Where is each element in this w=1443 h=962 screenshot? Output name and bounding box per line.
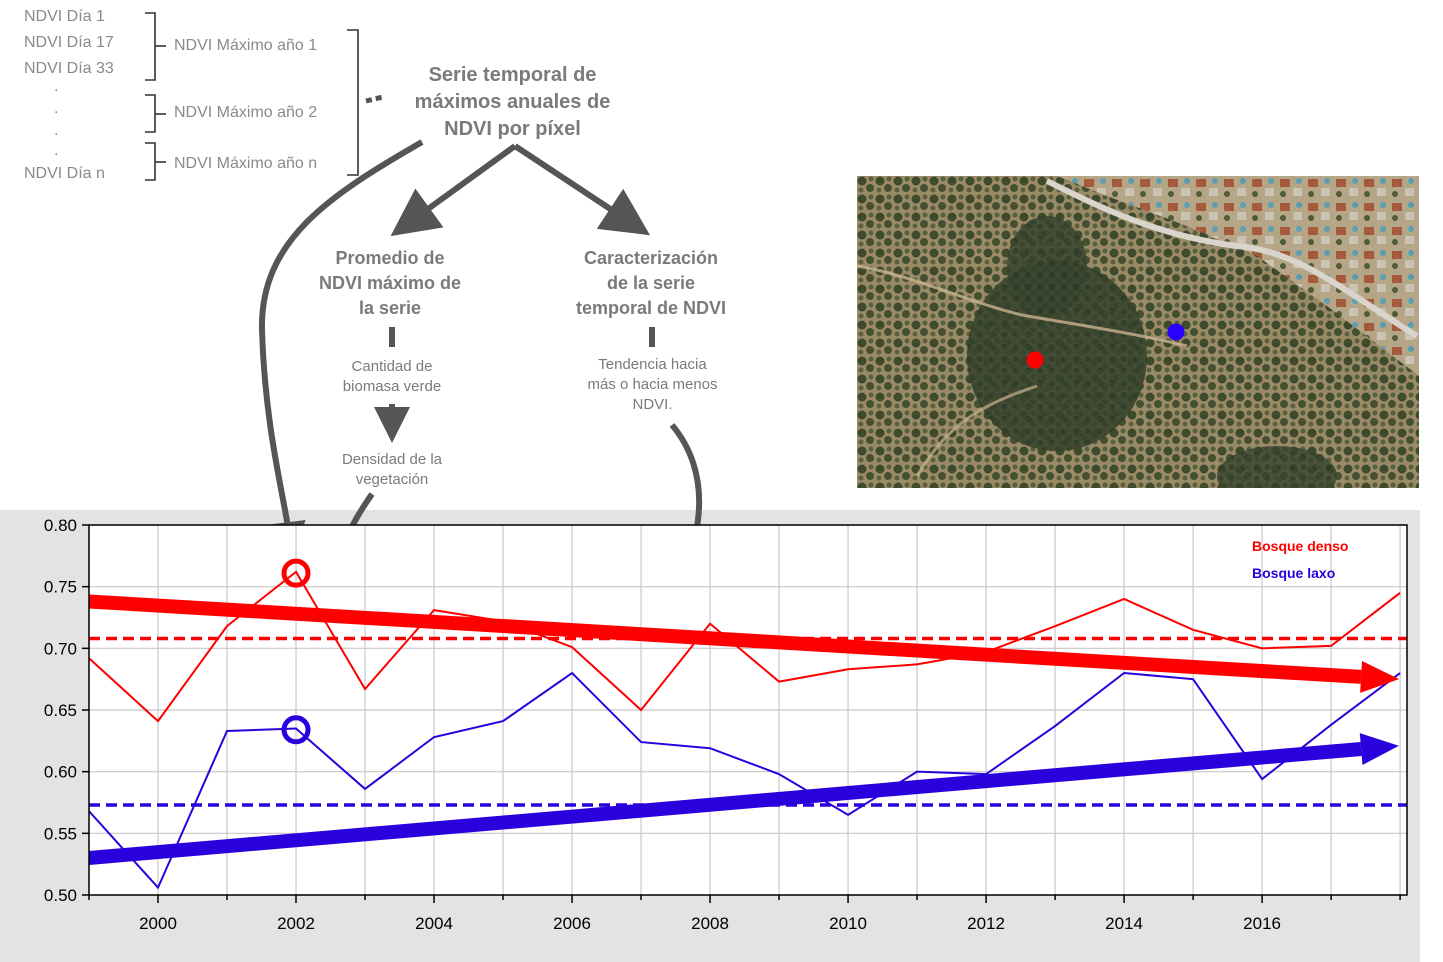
aerial-photo-svg bbox=[857, 176, 1419, 488]
trend-arrow-head bbox=[1360, 660, 1399, 693]
right-branch-connector bbox=[649, 327, 655, 347]
series-line bbox=[88, 570, 1401, 723]
arrow-to-right-branch bbox=[513, 143, 651, 236]
bracket-days-1 bbox=[145, 12, 156, 81]
y-tick-label: 0.60 bbox=[44, 763, 77, 782]
bracket-days-n bbox=[145, 142, 156, 181]
trend-arrow-head bbox=[1359, 733, 1399, 765]
chart-legend: Bosque denso Bosque laxo bbox=[1252, 538, 1348, 581]
y-tick-label: 0.70 bbox=[44, 639, 77, 658]
x-tick-label: 2008 bbox=[691, 914, 729, 933]
sparse-forest-marker bbox=[1167, 323, 1185, 341]
trend-arrow-shaft bbox=[88, 594, 1362, 684]
right-branch-desc-line3: NDVI. bbox=[632, 396, 673, 413]
y-tick-label: 0.55 bbox=[44, 824, 77, 843]
series-heading-line2: máximos anuales de bbox=[414, 91, 611, 113]
x-tick-label: 2004 bbox=[415, 914, 453, 933]
left-branch-title-line1: Promedio de bbox=[335, 248, 445, 268]
dot-4: . bbox=[54, 142, 59, 159]
right-branch-title-line1: Caracterización bbox=[583, 248, 719, 268]
left-branch-desc-line2: biomasa verde bbox=[342, 378, 442, 395]
series-heading-line3: NDVI por píxel bbox=[444, 118, 581, 140]
right-branch-title: Caracterización de la serie temporal de … bbox=[550, 246, 752, 321]
series-heading: Serie temporal de máximos anuales de NDV… bbox=[380, 62, 645, 143]
ndvi-max-year-n-label: NDVI Máximo año n bbox=[174, 155, 318, 172]
trend-arrows bbox=[88, 594, 1399, 865]
legend-entry: Bosque denso bbox=[1252, 538, 1348, 554]
trend-arrow-shaft bbox=[88, 742, 1362, 865]
ndvi-day-1-label: NDVI Día 1 bbox=[24, 8, 105, 25]
ndvi-day-33-label: NDVI Día 33 bbox=[24, 60, 114, 77]
left-branch-result-line2: vegetación bbox=[355, 471, 429, 488]
mean-lines bbox=[89, 636, 1407, 807]
legend-entry: Bosque laxo bbox=[1252, 565, 1335, 581]
ndvi-day-n-label: NDVI Día n bbox=[24, 165, 105, 182]
dot-3: . bbox=[54, 122, 59, 139]
arrow-to-max-point bbox=[258, 139, 424, 558]
arrow-to-left-branch bbox=[390, 143, 517, 237]
x-tick-label: 2000 bbox=[139, 914, 177, 933]
dot-2: . bbox=[54, 100, 59, 117]
aerial-photo bbox=[857, 176, 1419, 488]
y-tick-label: 0.80 bbox=[44, 516, 77, 535]
ndvi-chart: 0.50 0.55 0.60 0.65 0.70 0.75 0.80 2000 2002 2004… bbox=[44, 516, 1408, 933]
axis-ticks: 0.50 0.55 0.60 0.65 0.70 0.75 0.80 2000 2002 2004… bbox=[44, 516, 1401, 933]
ndvi-day-17-label: NDVI Día 17 bbox=[24, 34, 114, 51]
series-lines bbox=[88, 570, 1401, 890]
ndvi-max-year-1-label: NDVI Máximo año 1 bbox=[174, 37, 318, 54]
x-tick-label: 2010 bbox=[829, 914, 867, 933]
brackets bbox=[145, 12, 359, 181]
right-branch-desc-line1: Tendencia hacia bbox=[598, 356, 707, 373]
series-heading-line1: Serie temporal de bbox=[428, 64, 597, 86]
left-branch-connector bbox=[389, 327, 395, 347]
left-branch-title-line3: la serie bbox=[358, 298, 422, 318]
right-branch-title-line3: temporal de NDVI bbox=[575, 298, 727, 318]
x-tick-label: 2012 bbox=[967, 914, 1005, 933]
right-branch-description: Tendencia hacia más o hacia menos NDVI. bbox=[570, 355, 735, 415]
highlight-circles bbox=[281, 558, 311, 745]
highlight-circle bbox=[281, 558, 311, 588]
left-branch-result: Densidad de la vegetación bbox=[310, 450, 474, 490]
split-arrows bbox=[390, 143, 651, 237]
x-tick-label: 2002 bbox=[277, 914, 315, 933]
right-branch-title-line2: de la serie bbox=[606, 273, 696, 293]
left-branch-title-line2: NDVI máximo de bbox=[318, 273, 462, 293]
left-branch-result-line1: Densidad de la bbox=[341, 451, 443, 468]
ndvi-max-year-2-label: NDVI Máximo año 2 bbox=[174, 104, 318, 121]
dot-1: . bbox=[54, 78, 59, 95]
x-tick-label: 2014 bbox=[1105, 914, 1143, 933]
x-tick-label: 2006 bbox=[553, 914, 591, 933]
dense-forest-marker bbox=[1026, 351, 1044, 369]
bracket-to-heading-connector bbox=[365, 94, 384, 104]
y-tick-label: 0.65 bbox=[44, 701, 77, 720]
left-branch-title: Promedio de NDVI máximo de la serie bbox=[290, 246, 490, 321]
left-branch-description: Cantidad de biomasa verde bbox=[312, 357, 472, 397]
x-tick-label: 2016 bbox=[1243, 914, 1281, 933]
right-branch-desc-line2: más o hacia menos bbox=[587, 376, 718, 393]
series-line bbox=[88, 671, 1401, 890]
highlight-circle bbox=[281, 715, 311, 745]
y-tick-label: 0.50 bbox=[44, 886, 77, 905]
bracket-maxima bbox=[347, 29, 359, 176]
left-branch-desc-line1: Cantidad de bbox=[351, 358, 433, 375]
bracket-days-2 bbox=[145, 94, 156, 133]
y-tick-label: 0.75 bbox=[44, 578, 77, 597]
